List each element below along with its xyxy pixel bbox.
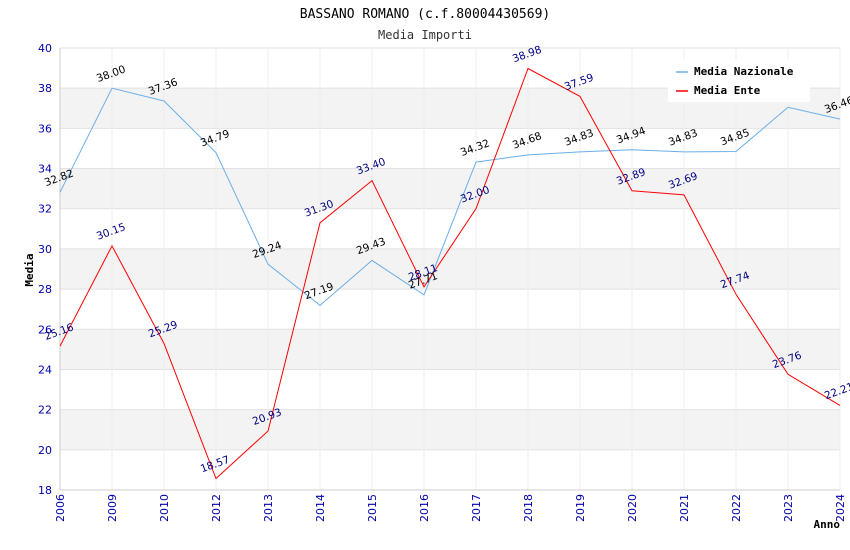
x-tick-label: 2022 [730, 494, 743, 522]
data-label-media-ente: 22.21 [823, 381, 850, 403]
data-label-media-nazionale: 34.83 [667, 127, 699, 149]
data-label-media-nazionale: 38.00 [95, 63, 127, 85]
y-axis-label: Media [23, 253, 36, 286]
data-label-media-ente: 18.57 [199, 454, 231, 476]
chart-title: BASSANO ROMANO (c.f.80004430569) [300, 7, 550, 22]
y-tick-label: 24 [38, 363, 52, 376]
y-tick-label: 18 [38, 484, 52, 497]
y-tick-label: 32 [38, 203, 52, 216]
grid-band [60, 409, 840, 450]
x-tick-label: 2014 [314, 494, 327, 522]
y-tick-label: 40 [38, 42, 52, 55]
y-tick-labels: 18 20 22 24 26 28 30 32 34 36 38 40 [38, 42, 52, 497]
legend-label-media-nazionale: Media Nazionale [694, 65, 794, 78]
x-tick-label: 2006 [54, 494, 67, 522]
y-tick-label: 22 [38, 404, 52, 417]
legend: Media Nazionale Media Ente [668, 60, 810, 102]
x-tick-label: 2013 [262, 494, 275, 522]
grid-bands [60, 88, 840, 450]
y-tick-label: 34 [38, 163, 52, 176]
x-tick-label: 2017 [470, 494, 483, 522]
data-label-media-nazionale: 34.85 [719, 127, 751, 149]
data-label-media-nazionale: 34.79 [199, 128, 231, 150]
y-tick-label: 36 [38, 122, 52, 135]
grid-lines [59, 47, 841, 491]
data-label-media-ente: 30.15 [95, 221, 127, 243]
data-label-media-ente: 38.98 [511, 44, 543, 66]
y-tick-label: 26 [38, 323, 52, 336]
x-tick-label: 2012 [210, 494, 223, 522]
grid-band [60, 168, 840, 209]
x-tick-label: 2016 [418, 494, 431, 522]
y-tick-label: 28 [38, 283, 52, 296]
x-tick-label: 2023 [782, 494, 795, 522]
legend-label-media-ente: Media Ente [694, 84, 761, 97]
legend-background [668, 60, 810, 102]
series-lines [59, 67, 841, 480]
y-tick-label: 30 [38, 243, 52, 256]
data-label-media-nazionale: 34.83 [563, 127, 595, 149]
x-tick-label: 2021 [678, 494, 691, 522]
x-tick-label: 2015 [366, 494, 379, 522]
x-tick-label: 2010 [158, 494, 171, 522]
y-tick-label: 38 [38, 82, 52, 95]
grid-band [60, 248, 840, 290]
series-line-media-nazionale [59, 87, 841, 307]
x-tick-label: 2009 [106, 494, 119, 522]
series-line-media-ente [59, 67, 841, 480]
x-axis-label: Anno [814, 518, 841, 531]
grid-band [60, 329, 840, 370]
x-tick-label: 2018 [522, 494, 535, 522]
x-tick-label: 2019 [574, 494, 587, 522]
x-tick-labels: 2006 2009 2010 2012 2013 2014 2015 2016 2017 2018… [54, 494, 847, 522]
data-label-media-nazionale: 34.32 [459, 137, 491, 159]
data-label-media-nazionale: 34.68 [511, 130, 543, 152]
x-tick-label: 2024 [834, 494, 847, 522]
y-tick-label: 20 [38, 444, 52, 457]
chart-subtitle: Media Importi [378, 28, 472, 42]
x-tick-label: 2020 [626, 494, 639, 522]
